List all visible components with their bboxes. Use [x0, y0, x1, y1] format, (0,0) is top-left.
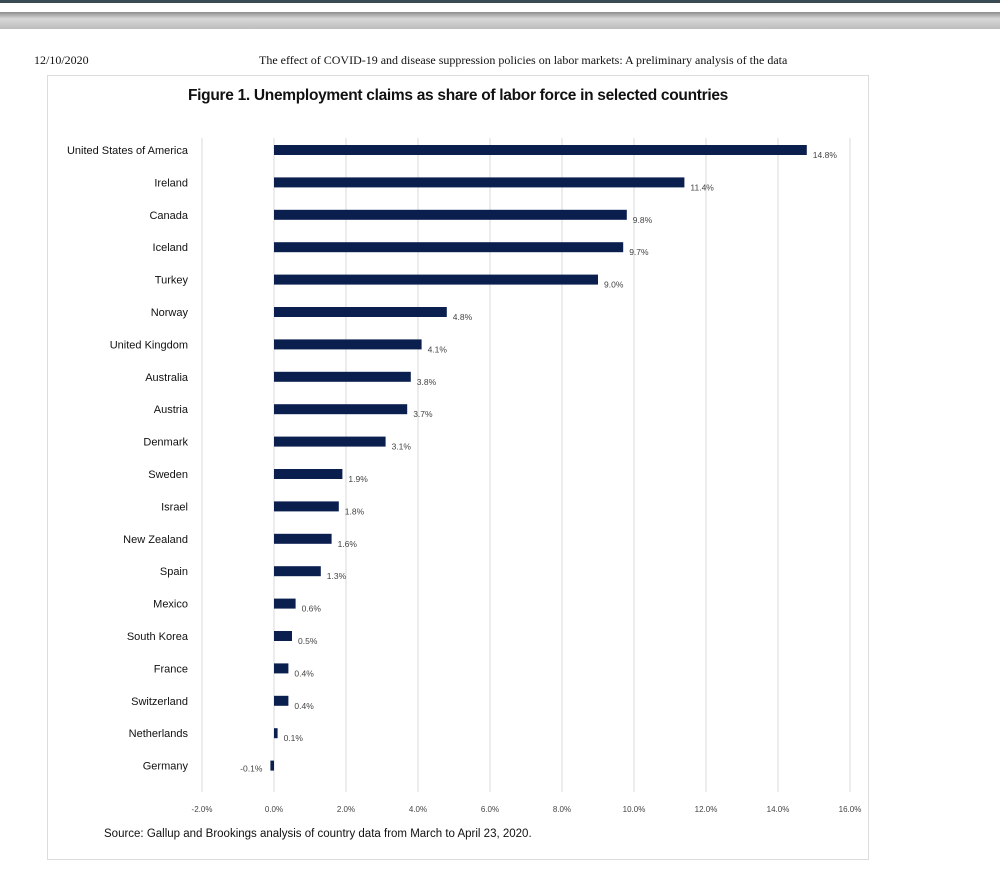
- bar: [274, 631, 292, 641]
- data-label: -0.1%: [240, 764, 263, 774]
- y-category-label: New Zealand: [123, 534, 188, 546]
- bar: [274, 728, 278, 739]
- bar: [274, 663, 289, 674]
- x-tick-label: 4.0%: [409, 805, 427, 814]
- bar: [274, 501, 339, 512]
- y-category-label: Sweden: [148, 469, 188, 481]
- bar: [274, 307, 447, 317]
- y-category-label: Ireland: [154, 177, 188, 189]
- bar: [270, 760, 274, 771]
- data-label: 0.6%: [302, 604, 322, 614]
- y-category-label: Norway: [151, 307, 189, 319]
- window-top-bar: [0, 0, 1000, 3]
- x-tick-label: 16.0%: [839, 805, 862, 814]
- x-tick-label: 10.0%: [623, 805, 646, 814]
- y-category-label: Turkey: [155, 275, 189, 287]
- data-label: 9.7%: [629, 247, 649, 257]
- header-date: 12/10/2020: [34, 53, 89, 67]
- y-category-label: Netherlands: [129, 728, 189, 740]
- data-label: 3.8%: [417, 377, 437, 387]
- bar: [274, 533, 332, 544]
- data-label: 3.7%: [413, 409, 433, 419]
- data-label: 14.8%: [813, 150, 838, 160]
- data-label: 1.3%: [327, 571, 347, 581]
- bar: [274, 339, 422, 350]
- x-tick-label: 0.0%: [265, 805, 283, 814]
- bar: [274, 436, 386, 447]
- y-category-label: Spain: [160, 566, 188, 578]
- y-category-label: France: [154, 663, 188, 675]
- data-label: 3.1%: [392, 442, 412, 452]
- data-label: 1.6%: [338, 539, 358, 549]
- y-category-label: Australia: [145, 372, 189, 384]
- x-tick-label: 6.0%: [481, 805, 499, 814]
- data-label: 4.8%: [453, 312, 473, 322]
- x-tick-label: 12.0%: [695, 805, 718, 814]
- bar: [274, 566, 321, 577]
- source-note: Source: Gallup and Brookings analysis of…: [104, 828, 532, 840]
- data-label: 1.9%: [348, 474, 368, 484]
- data-label: 0.4%: [294, 668, 314, 678]
- chart-title: Figure 1. Unemployment claims as share o…: [188, 87, 728, 104]
- bar: [274, 695, 289, 706]
- bar: [274, 598, 296, 609]
- y-category-label: South Korea: [127, 631, 189, 643]
- data-label: 0.5%: [298, 636, 318, 646]
- bar: [274, 177, 685, 188]
- data-label: 9.8%: [633, 215, 653, 225]
- data-label: 9.0%: [604, 280, 624, 290]
- x-tick-label: 8.0%: [553, 805, 571, 814]
- x-tick-label: 2.0%: [337, 805, 355, 814]
- data-label: 11.4%: [690, 182, 714, 192]
- bar: [274, 469, 343, 479]
- header-doc-title: The effect of COVID-19 and disease suppr…: [259, 53, 788, 67]
- bar-chart: -2.0% 0.0% 2.0% 4.0% 6.0% 8.0% 10.0% 12.0% 14.0%…: [67, 138, 862, 814]
- bar: [274, 209, 627, 220]
- y-category-label: Canada: [149, 210, 188, 222]
- x-tick-label: -2.0%: [192, 805, 213, 814]
- data-label: 4.1%: [428, 344, 448, 354]
- bar: [274, 404, 408, 415]
- data-label: 0.4%: [294, 701, 314, 711]
- y-category-label: Switzerland: [131, 696, 188, 708]
- y-category-label: United Kingdom: [110, 339, 188, 351]
- bar: [274, 371, 411, 382]
- data-label: 1.8%: [345, 506, 365, 516]
- y-category-label: Germany: [143, 761, 189, 773]
- figure: Figure 1. Unemployment claims as share o…: [47, 75, 869, 860]
- y-category-label: United States of America: [67, 145, 189, 157]
- viewer-toolbar: [0, 12, 1000, 29]
- bar: [274, 274, 598, 285]
- x-tick-label: 14.0%: [767, 805, 790, 814]
- y-category-label: Austria: [154, 404, 189, 416]
- y-category-label: Mexico: [153, 599, 188, 611]
- data-label: 0.1%: [284, 733, 304, 743]
- y-category-label: Israel: [161, 501, 188, 513]
- y-category-label: Denmark: [143, 437, 188, 449]
- y-category-label: Iceland: [153, 242, 188, 254]
- bar: [274, 145, 807, 155]
- bar: [274, 242, 624, 253]
